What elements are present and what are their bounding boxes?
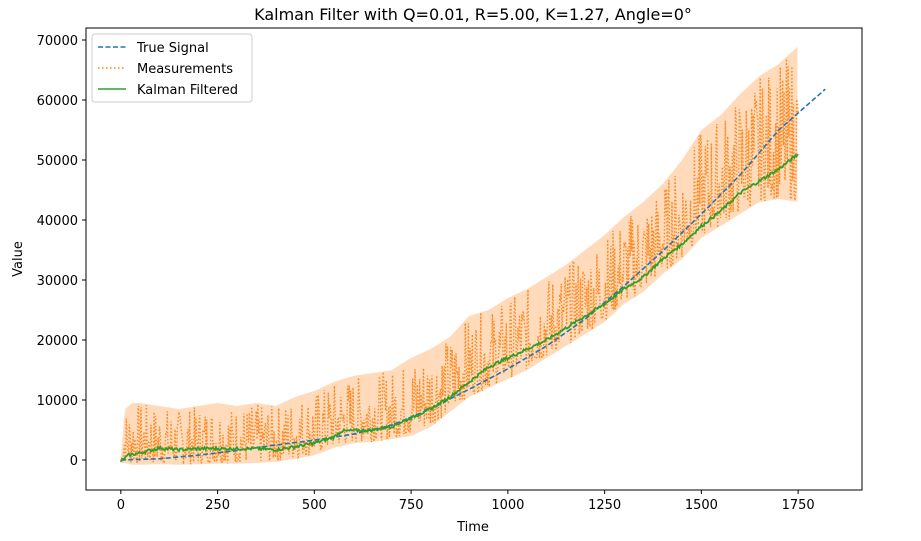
y-tick-label: 30000 <box>37 274 78 289</box>
plot-frame <box>85 27 863 491</box>
y-axis: 0 10000 20000 30000 40000 50000 60000 70000 <box>37 34 86 469</box>
y-tick-label: 40000 <box>37 214 78 229</box>
x-tick-label: 250 <box>205 498 230 513</box>
plot-area <box>86 28 862 490</box>
y-axis-label: Value <box>11 241 26 277</box>
x-tick-label: 1000 <box>491 498 524 513</box>
y-tick-label: 20000 <box>37 334 78 349</box>
legend-true-signal-label: True Signal <box>136 41 209 56</box>
x-tick-label: 1750 <box>782 498 815 513</box>
y-tick-label: 50000 <box>37 154 78 169</box>
y-tick-label: 70000 <box>37 34 78 49</box>
x-tick-label: 0 <box>117 498 125 513</box>
x-tick-label: 750 <box>399 498 424 513</box>
legend: True Signal Measurements Kalman Filtered <box>91 33 253 103</box>
x-tick-label: 1500 <box>685 498 718 513</box>
legend-box <box>91 33 253 103</box>
x-axis: 0 250 500 750 1000 1250 1500 1750 <box>117 490 815 513</box>
true-signal-line <box>120 88 826 461</box>
x-tick-label: 1250 <box>588 498 621 513</box>
legend-kalman-label: Kalman Filtered <box>137 83 238 98</box>
y-tick-label: 60000 <box>37 94 78 109</box>
y-tick-label: 0 <box>70 454 78 469</box>
legend-measurements-label: Measurements <box>137 62 233 77</box>
x-axis-label: Time <box>456 520 489 535</box>
y-tick-label: 10000 <box>37 394 78 409</box>
x-tick-label: 500 <box>302 498 327 513</box>
series-layer <box>119 46 826 466</box>
chart-title: Kalman Filter with Q=0.01, R=5.00, K=1.2… <box>254 5 692 24</box>
kalman-filtered-line <box>119 153 799 463</box>
